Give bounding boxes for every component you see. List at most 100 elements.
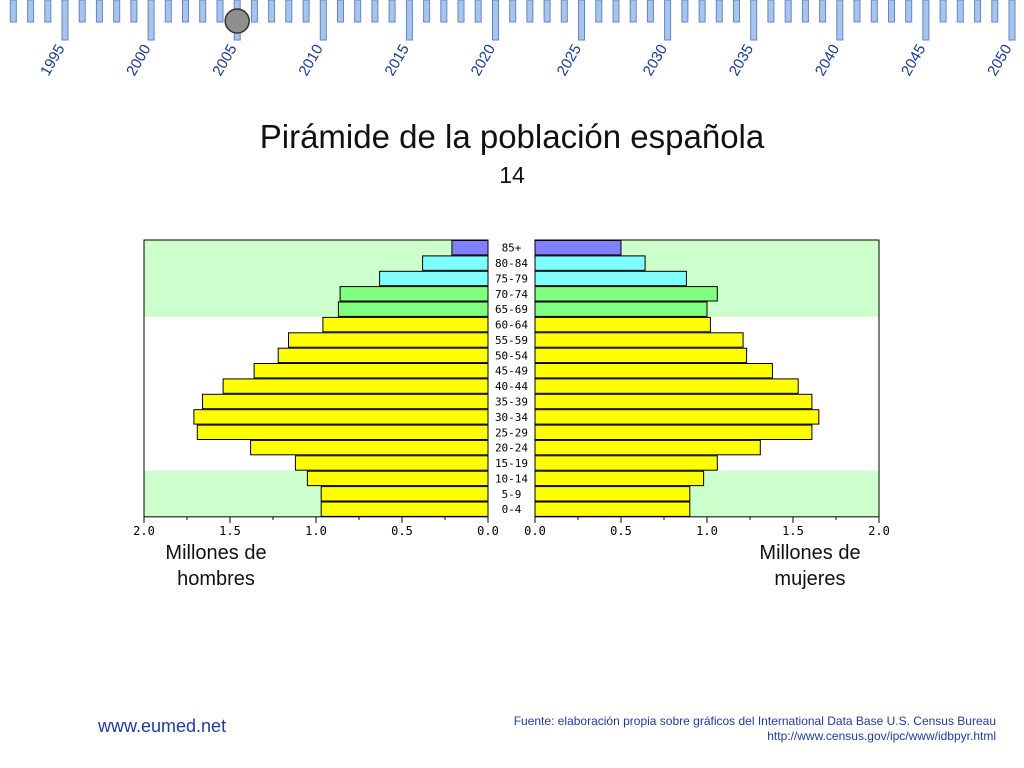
left-axis-tick-label: 0.5 [391,524,413,538]
site-link[interactable]: www.eumed.net [98,716,227,736]
timeline-major-tick[interactable] [1008,0,1016,41]
timeline-minor-tick[interactable] [681,0,689,23]
timeline-minor-tick[interactable] [457,0,465,23]
timeline-year-label[interactable]: 2030 [640,42,671,79]
timeline-year-label[interactable]: 2035 [726,42,757,79]
timeline-minor-tick[interactable] [612,0,620,23]
timeline-year-label[interactable]: 2010 [295,42,326,79]
caption-line: Millones de [759,542,861,564]
timeline-minor-tick[interactable] [268,0,276,23]
timeline-major-tick[interactable] [147,0,155,41]
timeline-minor-tick[interactable] [440,0,448,23]
timeline-minor-tick[interactable] [250,0,258,23]
timeline-minor-tick[interactable] [870,0,878,23]
timeline-minor-tick[interactable] [78,0,86,23]
age-group-label: 45-49 [495,365,528,378]
timeline-year-label[interactable]: 2025 [554,42,585,79]
timeline-year-label[interactable]: 2050 [984,42,1015,79]
timeline-minor-tick[interactable] [801,0,809,23]
age-group-label: 70-74 [495,288,528,301]
timeline-minor-tick[interactable] [560,0,568,23]
left-plot-frame [143,239,489,518]
timeline-minor-tick[interactable] [509,0,517,23]
timeline-major-tick[interactable] [61,0,69,41]
timeline-year-label[interactable]: 1995 [37,42,68,79]
timeline-minor-tick[interactable] [199,0,207,23]
year-timeline[interactable]: 1995 2000 2005 2010 2015 2020 2025 2030 2035 2040… [0,0,1024,90]
timeline-minor-tick[interactable] [216,0,224,23]
timeline-major-tick[interactable] [664,0,672,41]
male-bar [193,409,489,425]
timeline-minor-tick[interactable] [974,0,982,23]
timeline-minor-tick[interactable] [354,0,362,23]
right-axis-caption: Millones de mujeres [730,540,890,592]
female-bar [534,501,691,517]
timeline-year-label[interactable]: 2005 [209,42,240,79]
male-bar [288,332,489,348]
timeline-minor-tick[interactable] [130,0,138,23]
timeline-minor-tick[interactable] [991,0,999,23]
female-bar [534,393,813,410]
timeline-minor-tick[interactable] [474,0,482,23]
timeline-major-tick[interactable] [405,0,413,41]
right-axis-tick-label: 2.0 [868,524,890,538]
male-bar [322,316,489,333]
timeline-major-tick[interactable] [492,0,499,41]
timeline-minor-tick[interactable] [526,0,534,23]
timeline-minor-tick[interactable] [371,0,379,23]
timeline-minor-tick[interactable] [182,0,189,23]
timeline-minor-tick[interactable] [733,0,740,23]
female-bar [534,455,718,471]
timeline-minor-tick[interactable] [905,0,913,23]
timeline-minor-tick[interactable] [819,0,827,23]
timeline-year-label[interactable]: 2045 [898,42,929,79]
timeline-minor-tick[interactable] [956,0,964,23]
timeline-minor-tick[interactable] [423,0,431,23]
timeline-year-label[interactable]: 2000 [123,42,154,79]
source-url: http://www.census.gov/ipc/www/idbpyr.htm… [767,729,996,743]
timeline-minor-tick[interactable] [853,0,861,23]
timeline-slider-knob[interactable] [224,8,250,34]
timeline-minor-tick[interactable] [95,0,103,23]
timeline-minor-tick[interactable] [715,0,723,23]
female-bar [534,316,711,333]
timeline-minor-tick[interactable] [595,0,603,23]
page-title: Pirámide de la población española [259,118,765,155]
timeline-minor-tick[interactable] [646,0,654,23]
timeline-minor-tick[interactable] [9,0,17,23]
timeline-minor-tick[interactable] [113,0,121,23]
timeline-minor-tick[interactable] [543,0,551,23]
timeline-major-tick[interactable] [578,0,585,41]
timeline-minor-tick[interactable] [337,0,344,23]
timeline-minor-tick[interactable] [784,0,792,23]
female-bar [534,470,705,487]
timeline-minor-tick[interactable] [629,0,637,23]
timeline-minor-tick[interactable] [698,0,706,23]
timeline-major-tick[interactable] [319,0,327,41]
timeline-year-label[interactable]: 2040 [812,42,843,79]
female-bar [534,363,773,379]
timeline-minor-tick[interactable] [888,0,895,23]
timeline-major-tick[interactable] [922,0,930,41]
female-bar [534,347,748,364]
timeline-minor-tick[interactable] [285,0,293,23]
timeline-major-tick[interactable] [750,0,758,41]
timeline-year-label[interactable]: 2020 [468,42,499,79]
timeline-minor-tick[interactable] [44,0,52,23]
right-old-age-band [535,240,879,317]
timeline-minor-tick[interactable] [939,0,947,23]
age-group-label: 80-84 [495,257,528,270]
timeline-minor-tick[interactable] [27,0,35,23]
timeline-major-tick[interactable] [836,0,844,41]
female-bar [534,240,622,256]
timeline-minor-tick[interactable] [302,0,310,23]
timeline-year-label[interactable]: 2015 [381,42,412,79]
timeline-minor-tick[interactable] [388,0,396,23]
timeline-minor-tick[interactable] [164,0,172,23]
female-bar [534,270,687,287]
timeline-minor-tick[interactable] [767,0,775,23]
caption-line: Millones de [165,542,267,564]
male-bar [294,455,489,471]
male-bar [339,286,489,302]
